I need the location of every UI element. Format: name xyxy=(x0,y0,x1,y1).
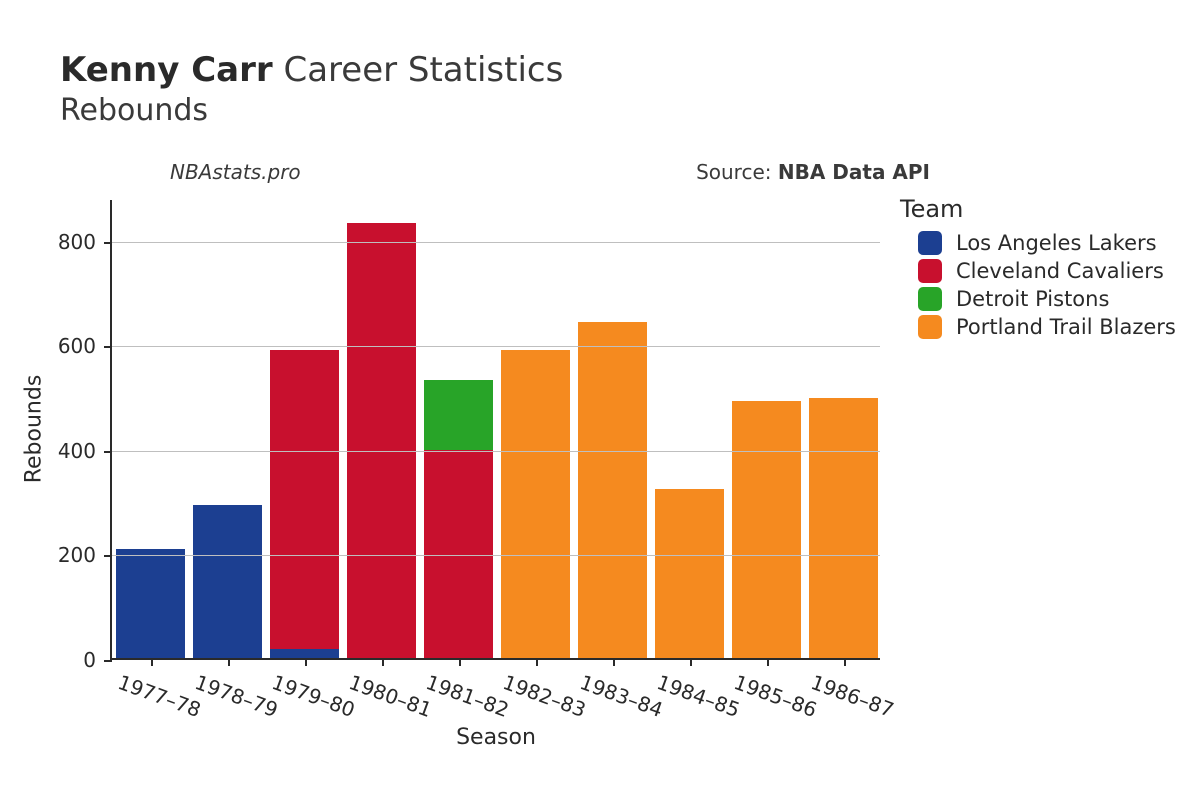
legend-swatch xyxy=(918,287,942,311)
plot: Rebounds Season 02004006008001977–781978… xyxy=(110,200,880,660)
xtick-label: 1977–78 xyxy=(114,670,203,722)
legend-item: Los Angeles Lakers xyxy=(918,231,1176,255)
xtick-mark xyxy=(382,658,384,666)
bar-column xyxy=(732,401,801,658)
legend-label: Los Angeles Lakers xyxy=(956,231,1157,255)
xtick-mark xyxy=(844,658,846,666)
bar-segment xyxy=(347,223,416,658)
legend-item: Detroit Pistons xyxy=(918,287,1176,311)
ytick-label: 0 xyxy=(83,648,96,672)
xtick-label: 1981–82 xyxy=(422,670,511,722)
bar-column xyxy=(193,505,262,658)
bar-segment xyxy=(732,401,801,658)
ytick-label: 600 xyxy=(58,334,96,358)
legend-swatch xyxy=(918,315,942,339)
bar-segment xyxy=(578,322,647,658)
bar-column xyxy=(424,380,493,658)
ytick-label: 400 xyxy=(58,439,96,463)
bar-column xyxy=(347,223,416,658)
x-axis-label: Season xyxy=(456,725,536,750)
bar-segment xyxy=(424,380,493,450)
chart-container: Kenny Carr Career Statistics Rebounds NB… xyxy=(0,0,1200,800)
xtick-mark xyxy=(228,658,230,666)
xtick-label: 1978–79 xyxy=(191,670,280,722)
source-name: NBA Data API xyxy=(778,160,930,184)
gridline xyxy=(112,242,880,243)
xtick-label: 1984–85 xyxy=(653,670,742,722)
bar-column xyxy=(655,489,724,658)
chart-subtitle: Rebounds xyxy=(60,93,1160,128)
source-credit: Source: NBA Data API xyxy=(696,160,930,184)
legend: Team Los Angeles Lakers Cleveland Cavalie… xyxy=(900,195,1176,343)
meta-row: NBAstats.pro Source: NBA Data API xyxy=(110,160,930,190)
source-prefix: Source: xyxy=(696,160,778,184)
legend-item: Cleveland Cavaliers xyxy=(918,259,1176,283)
xtick-label: 1980–81 xyxy=(345,670,434,722)
legend-label: Cleveland Cavaliers xyxy=(956,259,1164,283)
bar-segment xyxy=(655,489,724,658)
xtick-mark xyxy=(613,658,615,666)
ytick-mark xyxy=(104,555,112,557)
bar-column xyxy=(578,322,647,658)
bar-segment xyxy=(809,398,878,658)
bar-segment xyxy=(193,505,262,658)
legend-label: Portland Trail Blazers xyxy=(956,315,1176,339)
bar-column xyxy=(270,350,339,658)
xtick-label: 1983–84 xyxy=(576,670,665,722)
bar-segment xyxy=(116,549,185,658)
ytick-label: 800 xyxy=(58,230,96,254)
ytick-mark xyxy=(104,242,112,244)
ytick-mark xyxy=(104,451,112,453)
xtick-label: 1979–80 xyxy=(268,670,357,722)
legend-title: Team xyxy=(900,195,1176,223)
plot-area: Rebounds Season 02004006008001977–781978… xyxy=(110,200,880,660)
ytick-mark xyxy=(104,660,112,662)
bar-segment xyxy=(501,350,570,658)
title-bold: Kenny Carr xyxy=(60,50,273,90)
xtick-label: 1985–86 xyxy=(730,670,819,722)
xtick-mark xyxy=(690,658,692,666)
xtick-mark xyxy=(767,658,769,666)
bar-column xyxy=(501,350,570,658)
legend-swatch xyxy=(918,231,942,255)
gridline xyxy=(112,346,880,347)
bar-column xyxy=(116,549,185,658)
xtick-mark xyxy=(459,658,461,666)
legend-label: Detroit Pistons xyxy=(956,287,1109,311)
legend-item: Portland Trail Blazers xyxy=(918,315,1176,339)
ytick-mark xyxy=(104,346,112,348)
legend-swatch xyxy=(918,259,942,283)
xtick-mark xyxy=(305,658,307,666)
title-rest: Career Statistics xyxy=(273,50,564,90)
xtick-label: 1982–83 xyxy=(499,670,588,722)
bar-segment xyxy=(270,350,339,649)
y-axis-label: Rebounds xyxy=(22,375,47,484)
chart-title: Kenny Carr Career Statistics xyxy=(60,50,1160,91)
xtick-mark xyxy=(151,658,153,666)
ytick-label: 200 xyxy=(58,543,96,567)
title-block: Kenny Carr Career Statistics Rebounds xyxy=(60,50,1160,128)
bars-layer xyxy=(112,200,880,658)
bar-segment xyxy=(270,649,339,658)
xtick-mark xyxy=(536,658,538,666)
bar-column xyxy=(809,398,878,658)
gridline xyxy=(112,555,880,556)
bar-segment xyxy=(424,450,493,658)
site-credit: NBAstats.pro xyxy=(170,160,301,184)
gridline xyxy=(112,451,880,452)
xtick-label: 1986–87 xyxy=(807,670,896,722)
